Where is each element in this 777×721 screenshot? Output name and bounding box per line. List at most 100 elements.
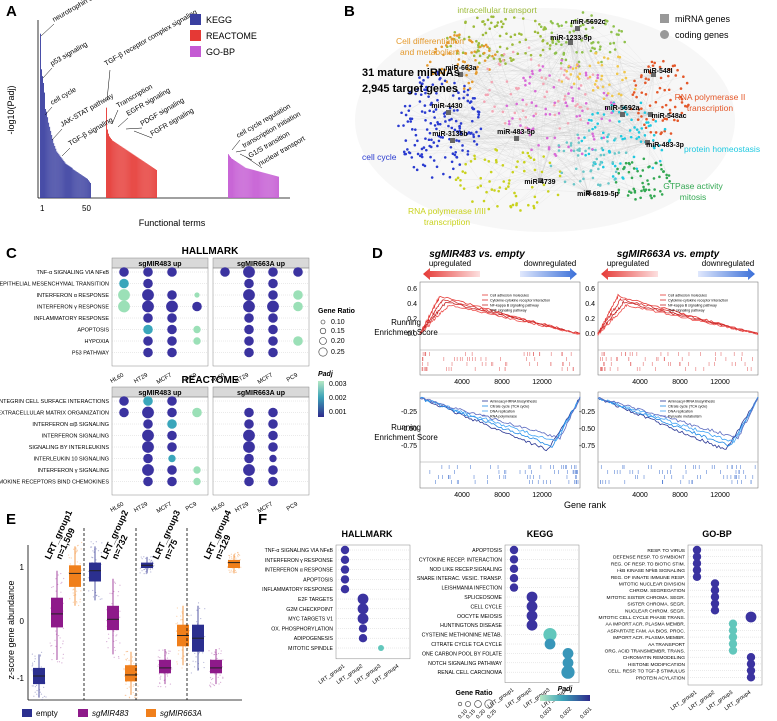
gene-node xyxy=(471,200,474,203)
gene-node xyxy=(495,149,499,152)
panel-c-dot xyxy=(167,407,177,418)
legend-mirna-swatch xyxy=(660,14,669,23)
gene-node xyxy=(560,43,563,47)
panel-e-ytick-2: -1 xyxy=(17,674,25,683)
panel-c-dot xyxy=(167,347,177,358)
upregulated-label: upregulated xyxy=(429,259,471,268)
gene-node xyxy=(494,53,497,56)
gene-node xyxy=(559,61,563,65)
gene-node xyxy=(515,165,518,169)
bar-reactome-17 xyxy=(123,148,125,198)
gene-node xyxy=(416,88,419,91)
bar-reactome-2 xyxy=(108,133,109,198)
panel-b: B miR-663a miR-5692c miR-1233-5p miR-548… xyxy=(344,3,760,232)
panel-f-color-1: 0.002 xyxy=(559,706,573,720)
gene-node xyxy=(486,18,490,22)
panel-c-dot xyxy=(244,476,254,487)
gene-node xyxy=(427,138,431,142)
panel-c-cell-line: HT29 xyxy=(133,372,149,385)
gene-node xyxy=(560,59,564,62)
gene-node xyxy=(639,196,642,200)
gene-node xyxy=(504,187,508,191)
panel-f-term: PROTEIN ACYLATION xyxy=(636,675,686,681)
gene-node xyxy=(513,33,517,36)
gene-node xyxy=(452,167,455,171)
gene-node xyxy=(422,146,426,149)
panel-d-title-1: sgMIR663A vs. empty xyxy=(617,249,720,260)
bar-go-bp-1 xyxy=(229,155,230,198)
gene-node xyxy=(435,165,439,169)
gene-node xyxy=(653,194,656,198)
gene-node xyxy=(483,158,487,161)
panel-c-dot xyxy=(243,429,255,442)
bar-go-bp-25 xyxy=(253,170,255,198)
panel-d-xtick: 4000 xyxy=(632,492,648,499)
gene-node xyxy=(612,25,615,28)
gene-node xyxy=(652,133,656,137)
panel-d-xtick: 12000 xyxy=(710,492,730,499)
panel-c-dot xyxy=(268,267,278,277)
panel-c-dot xyxy=(118,289,130,301)
panel-c-size-0: 0.10 xyxy=(331,319,345,326)
gene-node xyxy=(602,56,606,59)
gene-node xyxy=(466,64,470,67)
gene-node xyxy=(570,24,573,28)
gene-node xyxy=(464,162,467,166)
gene-node xyxy=(489,170,493,174)
gene-node xyxy=(467,131,471,134)
gene-node xyxy=(609,101,613,104)
panel-c-cell-line: HT29 xyxy=(133,501,149,514)
gene-node xyxy=(436,144,439,148)
gene-node xyxy=(475,143,479,146)
bar-reactome-45 xyxy=(151,167,153,198)
panel-c-dot xyxy=(269,454,277,463)
panel-c-term: TNF-α SIGNALING VIA NFκB xyxy=(36,270,109,276)
gene-node xyxy=(545,90,549,94)
bar-reactome-46 xyxy=(152,167,154,198)
gene-node xyxy=(471,97,475,100)
gene-node xyxy=(622,177,625,180)
gene-node xyxy=(420,153,424,156)
panel-c-strip-label: sgMIR483 up xyxy=(138,390,181,397)
gene-node xyxy=(432,159,436,162)
bar-reactome-7 xyxy=(113,141,115,198)
gene-node xyxy=(443,68,447,72)
gene-node xyxy=(527,203,530,207)
bar-go-bp-5 xyxy=(233,159,235,198)
gene-node xyxy=(592,137,596,141)
bar-reactome-13 xyxy=(119,145,121,198)
panel-c-term: CHEMOKINE RECEPTORS BIND CHEMOKINES xyxy=(0,480,109,486)
gene-node xyxy=(450,160,454,164)
gene-node xyxy=(606,135,609,139)
bar-go-bp-6 xyxy=(234,160,236,198)
gene-node xyxy=(414,133,418,137)
gene-node xyxy=(566,121,570,125)
gene-node xyxy=(542,82,545,86)
gene-node xyxy=(442,71,446,75)
gene-node xyxy=(572,29,576,33)
panel-d-ylabel-bottom-2: Enrichment Score xyxy=(374,433,438,442)
panel-a-tick-50: 50 xyxy=(82,204,91,213)
gene-node xyxy=(543,95,547,99)
gene-node xyxy=(533,89,537,93)
panel-d-xtick: 8000 xyxy=(672,492,688,499)
legend-coding-label: coding genes xyxy=(675,30,729,40)
gene-node xyxy=(611,160,615,164)
panel-c-color-legend: Padj 0.003 0.002 0.001 xyxy=(318,371,347,417)
bar-kegg-34 xyxy=(74,170,76,198)
panel-f-term: HUNTINGTONS DISEASE xyxy=(440,623,502,629)
panel-f: F HALLMARK KEGG GO-BP TNF-α SIGNALING VI… xyxy=(258,511,763,721)
gene-node xyxy=(424,91,427,95)
gene-node xyxy=(454,150,457,154)
gene-node xyxy=(487,207,491,211)
panel-f-dot xyxy=(378,645,384,651)
gene-node xyxy=(547,146,551,149)
gene-node xyxy=(592,134,595,138)
panel-f-size-2: 0.20 xyxy=(475,709,487,721)
panel-c-term: INTERLEUKIN 10 SIGNALING xyxy=(34,457,110,463)
gene-node xyxy=(581,11,585,14)
bar-kegg-26 xyxy=(66,164,68,198)
gene-node xyxy=(591,176,595,180)
bar-kegg-29 xyxy=(69,166,71,198)
gene-node xyxy=(539,25,543,29)
